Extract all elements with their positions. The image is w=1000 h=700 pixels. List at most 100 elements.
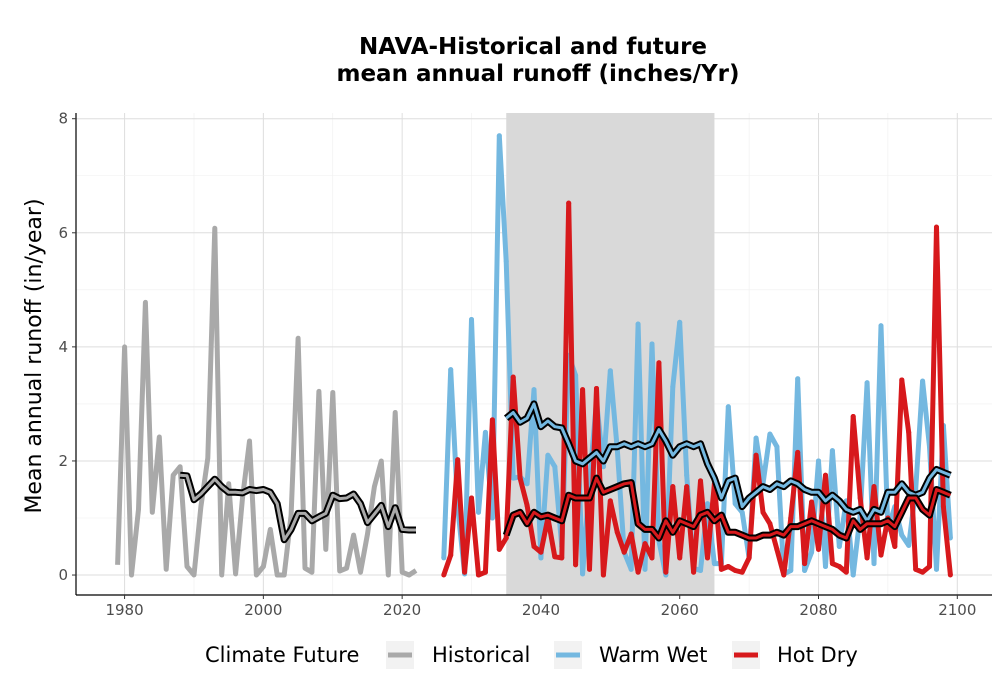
data-point-hot-dry — [774, 546, 780, 552]
data-point-hot-dry — [843, 569, 849, 575]
data-point-hot-dry — [892, 544, 898, 550]
chart-title-line1: NAVA-Historical and future — [359, 34, 707, 60]
data-point-hot-dry — [809, 499, 815, 505]
legend-label-hot-dry: Hot Dry — [777, 643, 858, 667]
series-line-historical — [115, 225, 418, 578]
data-point-warm-wet — [788, 567, 794, 573]
data-point-warm-wet — [850, 572, 856, 578]
data-point-warm-wet — [933, 566, 939, 572]
x-tick-label: 2060 — [661, 601, 699, 619]
data-point-hot-dry — [871, 484, 877, 490]
legend-label-historical: Historical — [432, 643, 530, 667]
data-point-hot-dry — [503, 535, 509, 541]
legend: Climate Future Historical Warm Wet Hot D… — [205, 641, 858, 669]
data-point-hot-dry — [593, 386, 599, 392]
data-point-hot-dry — [864, 555, 870, 561]
data-point-warm-wet — [580, 571, 586, 577]
data-point-hot-dry — [725, 563, 731, 569]
data-point-hot-dry — [489, 417, 495, 423]
data-point-hot-dry — [760, 509, 766, 515]
data-point-hot-dry — [718, 566, 724, 572]
data-point-hot-dry — [927, 563, 933, 569]
trend-line-warm-wet-smooth — [505, 402, 951, 523]
trend-line-hot-dry-smooth — [504, 476, 951, 540]
data-point-hot-dry — [524, 502, 530, 508]
data-point-hot-dry — [607, 498, 613, 504]
data-point-hot-dry — [850, 413, 856, 419]
data-point-hot-dry — [788, 515, 794, 521]
data-point-hot-dry — [635, 569, 641, 575]
data-point-warm-wet — [677, 319, 683, 325]
data-point-warm-wet — [496, 133, 502, 139]
data-point-hot-dry — [559, 555, 565, 561]
data-point-warm-wet — [628, 566, 634, 572]
data-point-hot-dry — [642, 541, 648, 547]
data-point-hot-dry — [566, 200, 572, 206]
data-point-hot-dry — [802, 561, 808, 567]
data-point-warm-wet — [482, 429, 488, 435]
data-point-warm-wet — [642, 566, 648, 572]
data-point-warm-wet — [739, 509, 745, 515]
data-point-warm-wet — [469, 316, 475, 322]
legend-title: Climate Future — [205, 643, 359, 667]
data-point-hot-dry — [940, 504, 946, 510]
x-tick-label: 2100 — [938, 601, 976, 619]
data-point-warm-wet — [475, 509, 481, 515]
data-point-hot-dry — [906, 429, 912, 435]
data-point-hot-dry — [836, 563, 842, 569]
data-point-hot-dry — [475, 572, 481, 578]
data-point-warm-wet — [684, 472, 690, 478]
data-point-hot-dry — [628, 531, 634, 537]
data-point-hot-dry — [656, 360, 662, 366]
data-point-warm-wet — [913, 486, 919, 492]
data-point-warm-wet — [704, 501, 710, 507]
x-tick-label: 2080 — [799, 601, 837, 619]
data-point-warm-wet — [524, 481, 530, 487]
data-point-hot-dry — [822, 472, 828, 478]
data-point-hot-dry — [767, 521, 773, 527]
data-point-warm-wet — [725, 404, 731, 410]
data-point-hot-dry — [663, 569, 669, 575]
data-point-hot-dry — [510, 374, 516, 380]
data-point-hot-dry — [580, 387, 586, 393]
data-point-hot-dry — [531, 544, 537, 550]
data-point-warm-wet — [489, 515, 495, 521]
data-point-warm-wet — [448, 367, 454, 373]
y-tick-label: 8 — [58, 110, 68, 128]
data-point-warm-wet — [607, 368, 613, 374]
data-point-hot-dry — [552, 554, 558, 560]
data-point-hot-dry — [781, 572, 787, 578]
data-point-hot-dry — [857, 495, 863, 501]
data-point-hot-dry — [947, 572, 953, 578]
data-point-hot-dry — [587, 566, 593, 572]
data-point-hot-dry — [899, 377, 905, 383]
axes: 1980 2000 2020 2040 2060 2080 2100 0 2 4 6 8 — [58, 110, 992, 619]
data-point-hot-dry — [704, 555, 710, 561]
legend-label-warm-wet: Warm Wet — [599, 643, 707, 667]
data-point-hot-dry — [462, 569, 468, 575]
data-point-hot-dry — [732, 567, 738, 573]
data-point-hot-dry — [455, 457, 461, 463]
data-point-warm-wet — [774, 444, 780, 450]
data-point-warm-wet — [552, 464, 558, 470]
data-point-hot-dry — [739, 569, 745, 575]
x-tick-label: 2040 — [522, 601, 560, 619]
data-point-warm-wet — [441, 555, 447, 561]
data-point-warm-wet — [711, 561, 717, 567]
data-point-warm-wet — [878, 323, 884, 329]
data-point-warm-wet — [871, 561, 877, 567]
series-line-warm-wet — [441, 133, 953, 578]
data-point-warm-wet — [670, 384, 676, 390]
y-axis-label: Mean annual runoff (in/year) — [22, 198, 47, 513]
data-point-warm-wet — [920, 378, 926, 384]
data-point-hot-dry — [496, 546, 502, 552]
x-tick-label: 2020 — [383, 601, 421, 619]
data-point-hot-dry — [600, 572, 606, 578]
series-lines — [115, 133, 953, 578]
data-point-hot-dry — [698, 478, 704, 484]
data-point-warm-wet — [753, 435, 759, 441]
trend-line-historical-smooth — [179, 473, 416, 542]
data-point-warm-wet — [510, 475, 516, 481]
data-point-hot-dry — [753, 452, 759, 458]
